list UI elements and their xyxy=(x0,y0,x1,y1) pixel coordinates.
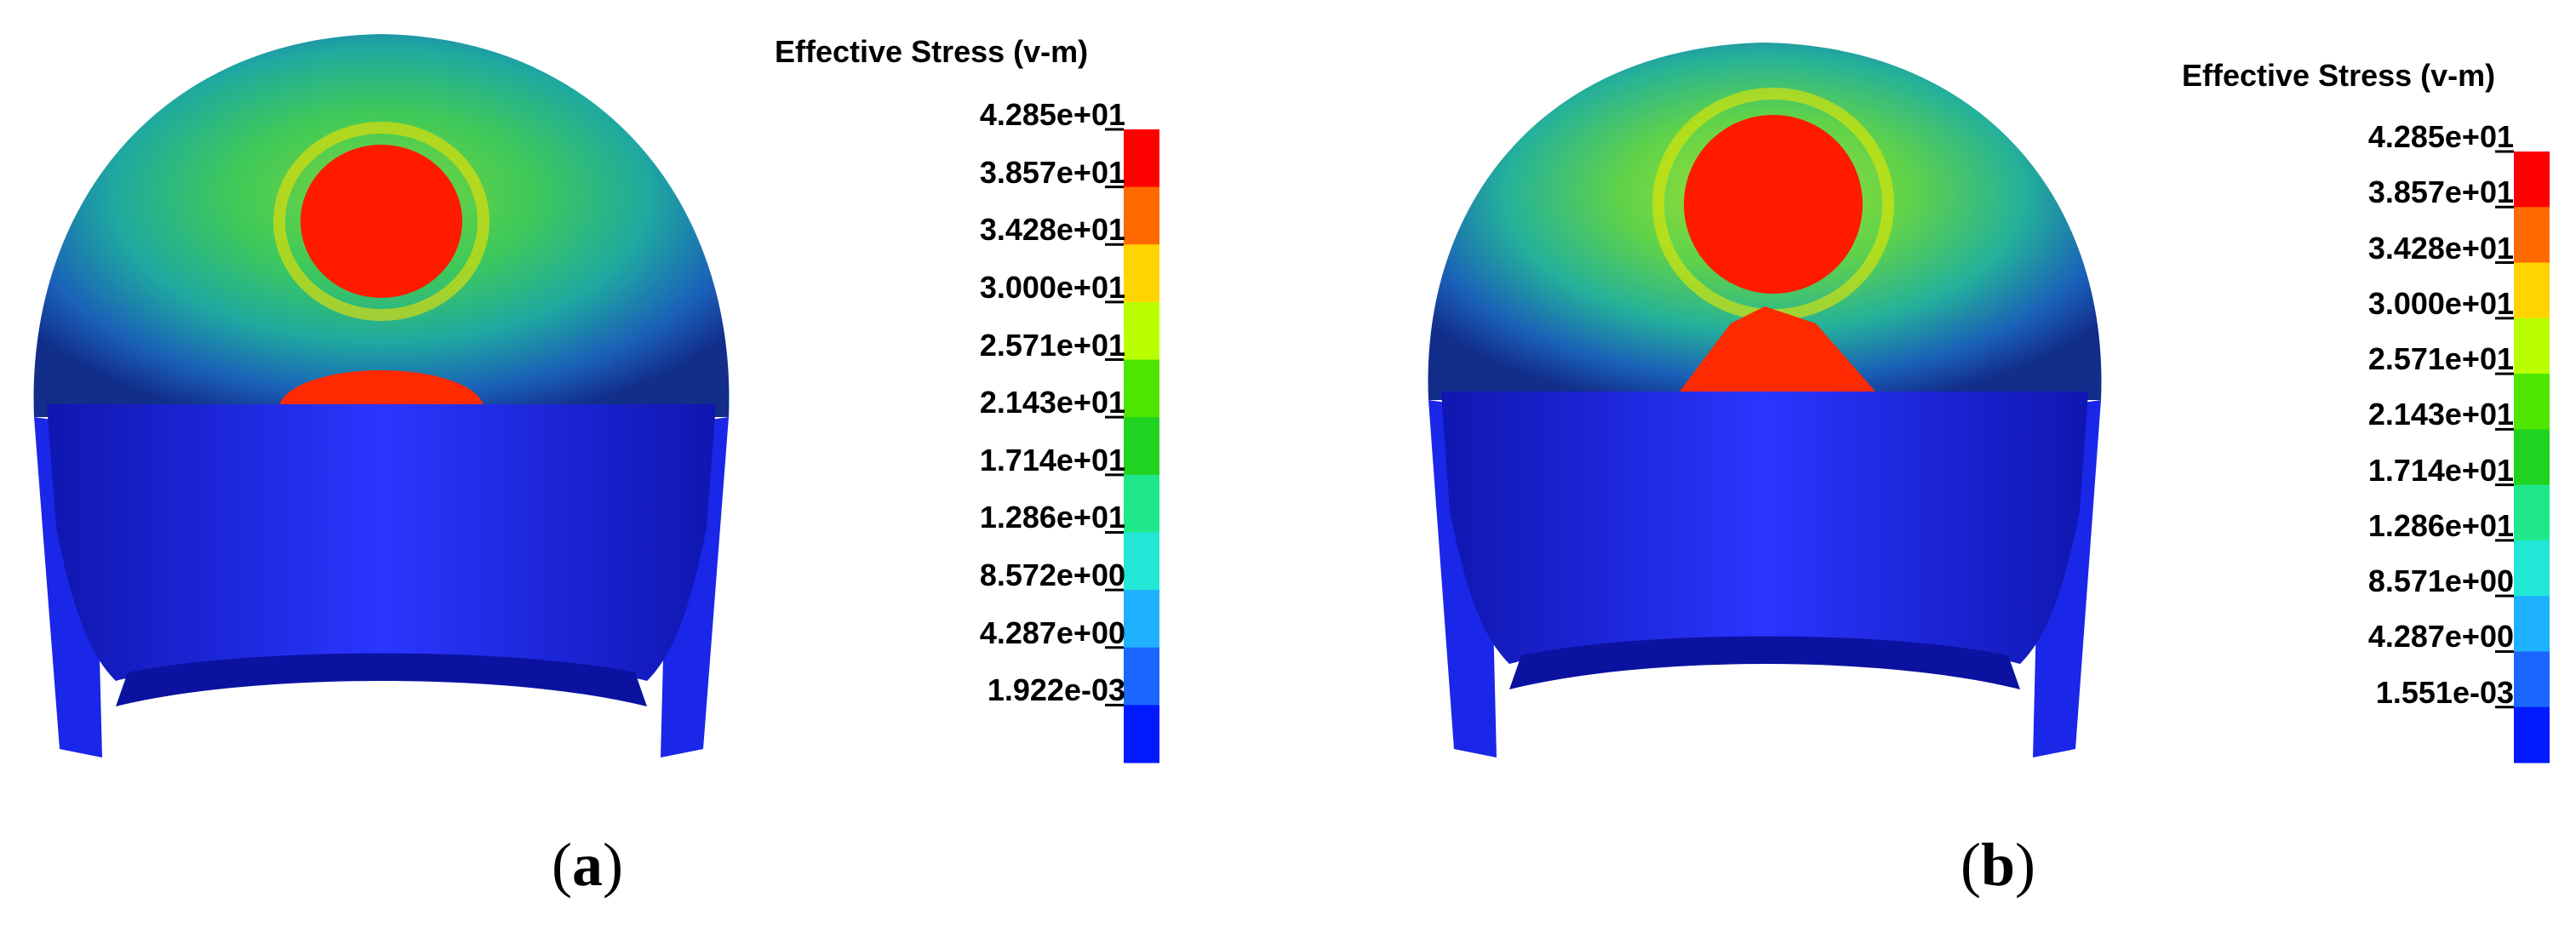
colorbar-segment xyxy=(1124,301,1159,361)
colorbar-tick-label: 3.857e+01 xyxy=(2367,174,2514,210)
colorbar-tick-label: 2.571e+01 xyxy=(979,327,1125,363)
colorbar-tick-label: 3.000e+01 xyxy=(979,269,1125,305)
colorbar-segment xyxy=(2514,540,2550,597)
legend-a-title: Effective Stress (v-m) xyxy=(775,34,1089,69)
colorbar-tick-label: 2.143e+01 xyxy=(979,385,1125,420)
helmet-b-lower-hotspot xyxy=(1680,306,1875,392)
colorbar-segment xyxy=(2514,262,2550,319)
colorbar-tick-label: 2.143e+01 xyxy=(2367,397,2514,432)
colorbar-segment xyxy=(1124,186,1159,245)
colorbar-segment xyxy=(1124,647,1159,706)
colorbar-segment xyxy=(1124,129,1159,188)
helmet-b-liner xyxy=(1441,392,2088,664)
colorbar-tick-label: 3.428e+01 xyxy=(979,212,1125,248)
colorbar-tick-label: 8.572e+00 xyxy=(979,557,1125,593)
colorbar-tick-label: 4.287e+00 xyxy=(979,615,1125,650)
colorbar-segment xyxy=(1124,359,1159,418)
colorbar-segment xyxy=(1124,590,1159,649)
colorbar-segment xyxy=(1124,532,1159,591)
helmet-b-render xyxy=(1428,43,2102,758)
colorbar-segment xyxy=(2514,317,2550,375)
helmet-b-hotspot xyxy=(1684,115,1863,294)
caption-b: (b) xyxy=(1961,831,2036,899)
colorbar-tick-label: 4.287e+00 xyxy=(2367,619,2514,655)
colorbar-tick-label: 3.428e+01 xyxy=(2367,230,2514,266)
colorbar-tick-label: 3.857e+01 xyxy=(979,154,1125,190)
colorbar-segment xyxy=(1124,474,1159,533)
colorbar-tick-label: 3.000e+01 xyxy=(2367,285,2514,321)
panel-b: Effective Stress (v-m) 4.285e+01 3.857e+0… xyxy=(1288,0,2576,932)
colorbar-tick-label: 8.571e+00 xyxy=(2367,563,2514,599)
helmet-a-hotspot xyxy=(301,145,462,298)
colorbar-segment xyxy=(1124,244,1159,303)
colorbar-segment xyxy=(2514,429,2550,486)
colorbar-tick-label: 1.551e-03 xyxy=(2375,674,2514,710)
colorbar-segment xyxy=(1124,705,1159,763)
colorbar-tick-label: 1.286e+01 xyxy=(979,500,1125,535)
legend-b-title: Effective Stress (v-m) xyxy=(2182,58,2496,93)
colorbar-segment xyxy=(2514,152,2550,208)
colorbar-tick-label: 2.571e+01 xyxy=(2367,341,2514,377)
colorbar-b xyxy=(2495,150,2550,763)
colorbar-a xyxy=(1105,128,1159,763)
colorbar-tick-label: 1.714e+01 xyxy=(2367,452,2514,488)
colorbar-segment xyxy=(2514,207,2550,264)
colorbar-segment xyxy=(2514,484,2550,541)
colorbar-tick-label: 1.714e+01 xyxy=(979,442,1125,477)
colorbar-tick-label: 1.286e+01 xyxy=(2367,507,2514,543)
helmet-a-liner xyxy=(47,404,716,681)
colorbar-tick-label: 4.285e+01 xyxy=(979,97,1125,132)
colorbar-segment xyxy=(1124,417,1159,476)
colorbar-segment xyxy=(2514,651,2550,708)
panel-a: Effective Stress (v-m) 4.285e+01 3.857e+0… xyxy=(33,34,1159,899)
caption-a: (a) xyxy=(552,831,623,899)
colorbar-tick-label: 1.922e-03 xyxy=(987,672,1125,708)
colorbar-segment xyxy=(2514,596,2550,652)
colorbar-segment xyxy=(2514,374,2550,430)
helmet-a-render xyxy=(33,34,730,758)
colorbar-tick-label: 4.285e+01 xyxy=(2367,119,2514,154)
colorbar-segment xyxy=(2514,706,2550,763)
